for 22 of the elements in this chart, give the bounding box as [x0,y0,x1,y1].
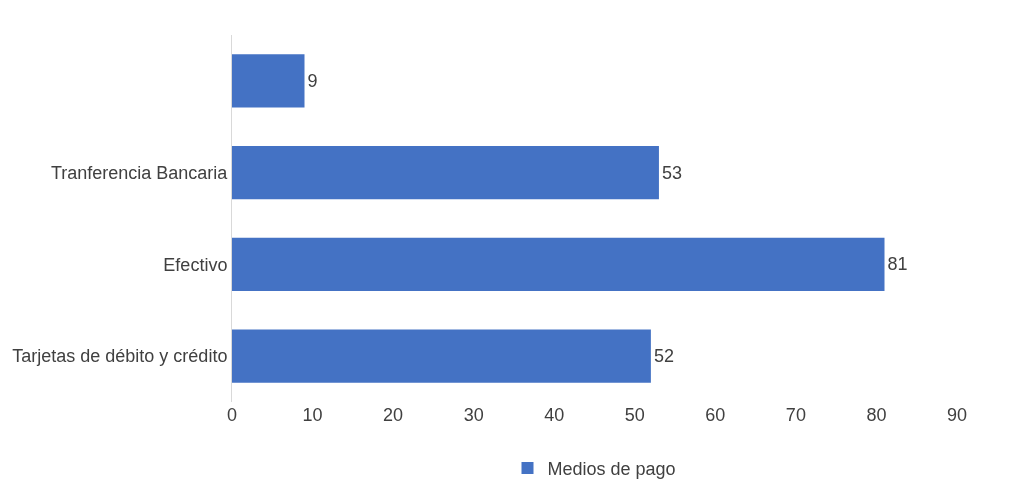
bar [232,54,305,108]
x-tick-label: 70 [785,405,806,425]
data-label: 9 [307,70,318,91]
data-label: 52 [653,346,674,367]
data-label: 81 [887,254,908,275]
legend-label: Medios de pago [547,458,676,479]
y-tick-label: Tranferencia Bancaria [50,162,229,183]
x-tick-label: 20 [383,405,404,425]
bar [232,146,659,200]
y-tick-label: Tarjetas de débito y crédito [12,346,228,367]
x-tick-label: 30 [463,405,484,425]
x-tick-label: 40 [544,405,565,425]
x-tick-label: 80 [866,405,887,425]
x-tick-label: 50 [624,405,645,425]
y-tick-label: Efectivo [163,254,228,275]
x-tick-label: 10 [302,405,323,425]
x-tick-label: 0 [226,405,238,425]
x-tick-label: 90 [946,405,968,425]
data-label: 53 [661,162,682,183]
x-tick-label: 60 [705,405,726,425]
bar [232,329,651,383]
bar [232,237,885,291]
